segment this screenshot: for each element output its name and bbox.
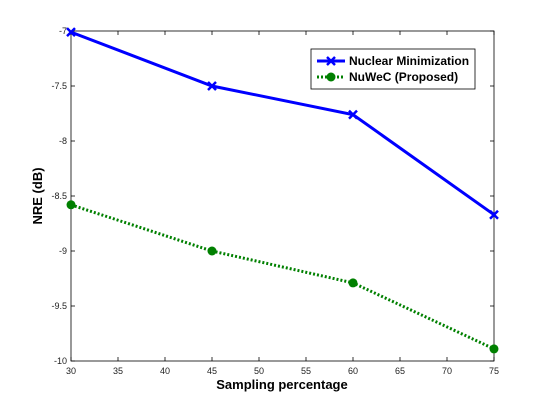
y-tick-label: -8.5	[51, 191, 67, 201]
data-point-circle-marker	[348, 278, 358, 288]
data-point-x-marker	[489, 209, 499, 220]
y-axis-ticks: -7 -7.5 -8 -8.5 -9 -9.5 -10	[51, 26, 494, 366]
y-tick-label: -8	[59, 136, 67, 146]
series-layer	[66, 27, 499, 354]
data-point-x-marker	[348, 109, 358, 120]
legend-marker-nuwec	[326, 72, 336, 82]
data-point-x-marker	[66, 27, 76, 37]
y-tick-label: -9.5	[51, 301, 67, 311]
x-tick-label: 60	[348, 366, 358, 376]
x-tick-label: 50	[254, 366, 264, 376]
x-tick-label: 65	[395, 366, 405, 376]
data-point-circle-marker	[489, 344, 499, 354]
x-tick-label: 30	[66, 366, 76, 376]
legend-box	[310, 48, 476, 90]
x-tick-label: 35	[113, 366, 123, 376]
series-line-0	[70, 30, 495, 216]
x-tick-label: 55	[301, 366, 311, 376]
x-axis-ticks: 30 35 40 45 50 55 60 65 70 75	[66, 31, 499, 376]
data-point-circle-marker	[207, 246, 217, 256]
x-tick-label: 75	[489, 366, 499, 376]
data-point-circle-marker	[66, 200, 76, 210]
legend-label-nuwec: NuWeC (Proposed)	[349, 70, 458, 84]
data-point-x-marker	[207, 81, 217, 91]
legend-marker-nuclear	[326, 56, 336, 66]
x-tick-label: 45	[207, 366, 217, 376]
x-tick-label: 70	[442, 366, 452, 376]
y-tick-label: -7	[59, 26, 67, 36]
y-tick-label: -10	[54, 356, 67, 366]
y-tick-label: -9	[59, 246, 67, 256]
x-tick-label: 40	[160, 366, 170, 376]
y-tick-label: -7.5	[51, 81, 67, 91]
x-axis-label: Sampling percentage	[216, 377, 347, 392]
y-axis-label: NRE (dB)	[30, 167, 45, 224]
series-line-1	[70, 203, 495, 351]
legend: Nuclear Minimization NuWeC (Proposed)	[310, 48, 476, 90]
legend-label-nuclear: Nuclear Minimization	[349, 54, 469, 68]
